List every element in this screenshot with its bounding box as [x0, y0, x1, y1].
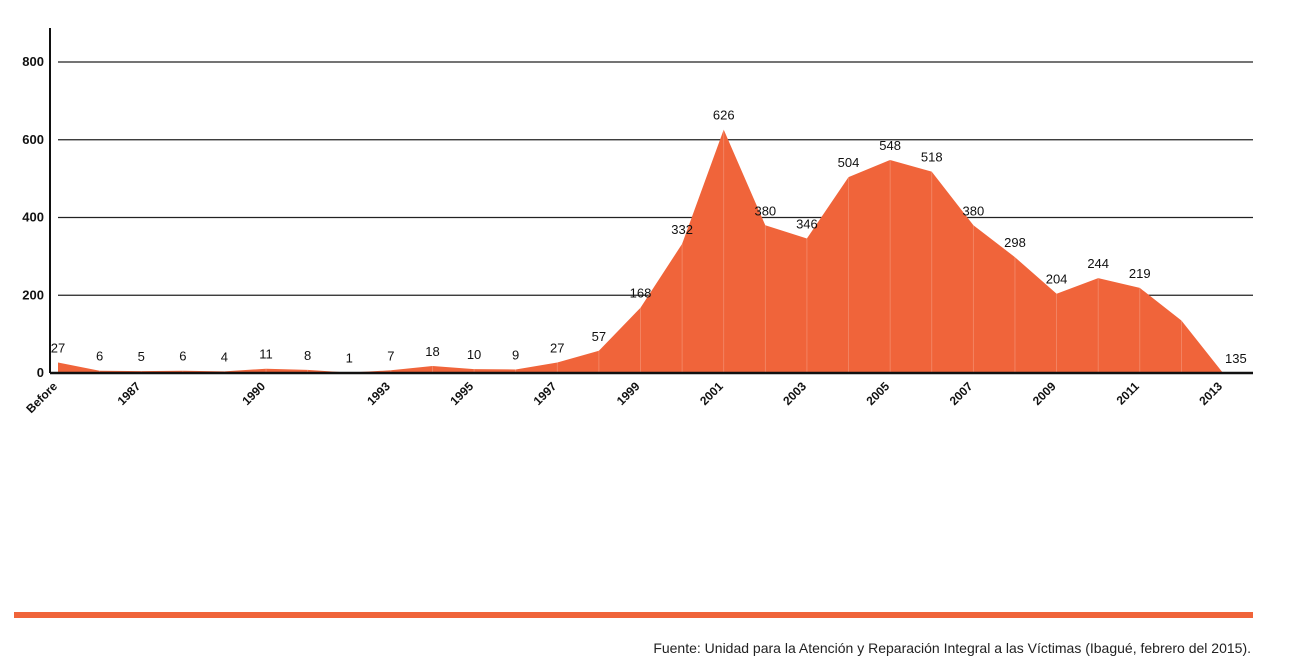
area-fill [58, 129, 1223, 373]
footer-divider [14, 612, 1253, 618]
data-label: 204 [1046, 272, 1068, 287]
x-tick-label: 1995 [447, 379, 476, 408]
data-label: 18 [425, 344, 439, 359]
data-label: 548 [879, 138, 901, 153]
data-label: 7 [387, 348, 394, 363]
data-label: 298 [1004, 235, 1026, 250]
data-label: 380 [754, 203, 776, 218]
data-label: 244 [1087, 256, 1109, 271]
data-label: 5 [138, 349, 145, 364]
x-tick-label: 1993 [364, 379, 393, 408]
axes [49, 28, 1253, 375]
data-label: 11 [259, 347, 273, 362]
x-tick-label: 2011 [1114, 379, 1143, 408]
data-label: 6 [179, 349, 186, 364]
data-label: 626 [713, 108, 735, 123]
x-tick-label: 2003 [780, 379, 809, 408]
data-label: 380 [963, 203, 985, 218]
data-label: 504 [838, 155, 860, 170]
data-label: 4 [221, 349, 228, 364]
source-note: Fuente: Unidad para la Atención y Repara… [653, 640, 1251, 656]
data-label: 8 [304, 348, 311, 363]
x-tick-label: 1990 [239, 379, 268, 408]
data-label: 27 [51, 341, 65, 356]
data-label: 168 [630, 286, 652, 301]
y-tick-label: 0 [37, 365, 44, 380]
data-label: 135 [1225, 351, 1247, 366]
area-series [58, 129, 1223, 373]
area-chart: 27 6 5 6 4 11 8 1 7 18 10 9 27 57 168 332 626 380 346 504 54… [22, 28, 1253, 416]
data-label: 27 [550, 341, 564, 356]
y-tick-label: 800 [22, 54, 44, 69]
y-tick-label: 400 [22, 210, 44, 225]
data-label: 6 [96, 349, 103, 364]
gridlines [58, 61, 1253, 296]
data-label: 57 [592, 329, 606, 344]
data-label: 518 [921, 150, 943, 165]
y-tick-label: 600 [22, 132, 44, 147]
data-labels: 27 6 5 6 4 11 8 1 7 18 10 9 27 57 168 332 626 380 346 504 54… [51, 108, 1247, 366]
x-tick-label: 2001 [697, 379, 726, 408]
y-tick-label: 200 [22, 287, 44, 302]
x-tick-label: 2007 [947, 379, 976, 408]
data-label: 346 [796, 216, 818, 231]
data-label: 1 [346, 351, 353, 366]
data-label: 9 [512, 348, 519, 363]
data-label: 332 [671, 222, 693, 237]
x-tick-label: 1999 [614, 379, 643, 408]
x-tick-label: 2005 [863, 379, 892, 408]
x-tick-label: 1997 [531, 379, 560, 408]
x-tick-label: Before [23, 379, 60, 416]
x-tick-label: 1987 [115, 379, 144, 408]
x-tick-label: 2013 [1196, 379, 1225, 408]
data-label: 10 [467, 347, 481, 362]
x-tick-label: 2009 [1030, 379, 1059, 408]
data-label: 219 [1129, 266, 1151, 281]
